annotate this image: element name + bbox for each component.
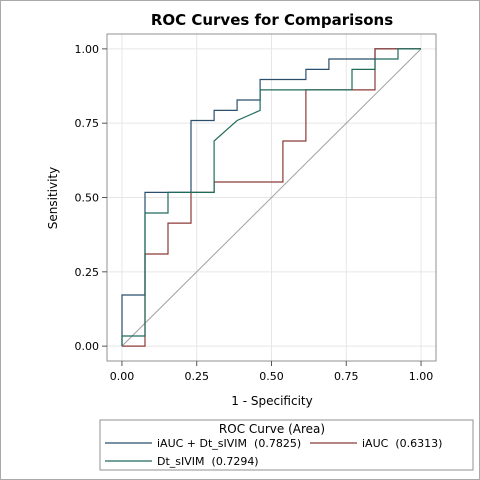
legend-label-3: Dt_sIVIM (157, 455, 205, 468)
x-tick-label: 1.00 (409, 370, 434, 383)
y-tick-label: 0.75 (75, 117, 100, 130)
y-tick-label: 0.25 (75, 266, 100, 279)
x-tick-label: 0.25 (184, 370, 209, 383)
x-axis-label: 1 - Specificity (231, 394, 312, 408)
legend-label-2: iAUC (362, 437, 389, 450)
y-tick-label: 0.50 (75, 192, 100, 205)
series-layer (121, 48, 421, 347)
x-tick-label: 0.00 (110, 370, 135, 383)
y-axis-ticks: 0.00 0.25 0.50 0.75 1.00 (75, 43, 107, 353)
legend-title: ROC Curve (Area) (219, 422, 325, 436)
x-tick-label: 0.75 (334, 370, 359, 383)
legend-label-1: iAUC + Dt_sIVIM (157, 437, 247, 450)
x-tick-label: 0.50 (259, 370, 284, 383)
y-tick-label: 0.00 (75, 340, 100, 353)
y-tick-label: 1.00 (75, 43, 100, 56)
chart-title: ROC Curves for Comparisons (151, 11, 393, 29)
roc-series-line-3 (121, 48, 421, 347)
legend-area-3: (0.7294) (212, 455, 259, 468)
y-axis-label: Sensitivity (46, 167, 60, 229)
x-axis-ticks: 0.00 0.25 0.50 0.75 1.00 (110, 361, 434, 383)
reference-diagonal-line (121, 48, 422, 347)
roc-series-line-1 (121, 48, 421, 347)
legend-area-2: (0.6313) (395, 437, 442, 450)
legend-items: iAUC + Dt_sIVIM (0.7825) iAUC (0.6313) Dt_sI… (105, 437, 442, 468)
legend: ROC Curve (Area) iAUC + Dt_sIVIM (0.7825)… (99, 419, 474, 471)
legend-area-1: (0.7825) (254, 437, 301, 450)
legend-box (99, 419, 474, 471)
